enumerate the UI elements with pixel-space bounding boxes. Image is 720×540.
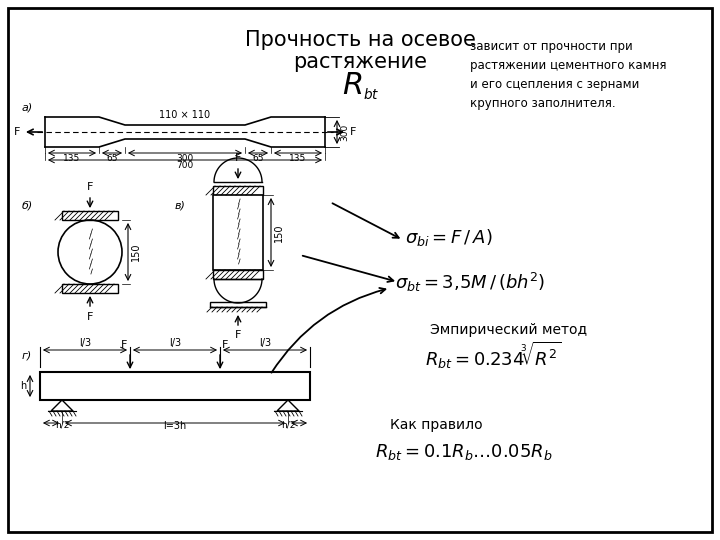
Text: б): б): [22, 200, 33, 210]
Text: 65: 65: [252, 154, 264, 163]
Text: а): а): [22, 103, 33, 113]
Text: F: F: [121, 340, 127, 350]
Text: F: F: [350, 127, 356, 137]
Text: F: F: [14, 127, 20, 137]
Text: l=3h: l=3h: [163, 421, 186, 431]
Text: г): г): [22, 350, 32, 360]
Text: 135: 135: [289, 154, 307, 163]
Bar: [62, 211, 118, 220]
Text: l/3: l/3: [169, 338, 181, 348]
Text: зависит от прочности при
растяжении цементного камня
и его сцепления с зернами
к: зависит от прочности при растяжении цеме…: [470, 40, 667, 110]
Text: F: F: [235, 153, 241, 163]
Text: $\sigma_{bi} = F\,/\,A)$: $\sigma_{bi} = F\,/\,A)$: [405, 226, 492, 247]
Text: Эмпирический метод: Эмпирический метод: [430, 323, 587, 337]
Text: h/2: h/2: [55, 421, 69, 430]
Text: растяжение: растяжение: [293, 52, 427, 72]
Bar: [213, 195, 263, 270]
Text: в): в): [175, 200, 186, 210]
Text: F: F: [87, 182, 93, 192]
Text: 110 × 110: 110 × 110: [159, 110, 210, 120]
Text: 700: 700: [176, 161, 194, 170]
Bar: [210, 302, 266, 307]
Text: F: F: [235, 330, 241, 340]
Text: $R$: $R$: [342, 71, 362, 100]
Text: Как правило: Как правило: [390, 418, 482, 432]
Bar: [40, 372, 310, 400]
Bar: [62, 284, 118, 293]
Text: 150: 150: [274, 223, 284, 242]
Text: F: F: [87, 312, 93, 322]
Text: $R_{bt} = 0.234\!\sqrt[3]{R^{2}}$: $R_{bt} = 0.234\!\sqrt[3]{R^{2}}$: [425, 340, 561, 370]
Text: 300: 300: [340, 123, 349, 140]
Bar: [213, 270, 263, 279]
Text: l/3: l/3: [259, 338, 271, 348]
Text: F: F: [222, 340, 228, 350]
Text: l/3: l/3: [79, 338, 91, 348]
Text: Прочность на осевое: Прочность на осевое: [245, 30, 475, 50]
Text: $_{bt}$: $_{bt}$: [363, 84, 379, 103]
Bar: [213, 186, 263, 195]
Text: 150: 150: [131, 243, 141, 261]
Text: h/2: h/2: [281, 421, 295, 430]
Text: 300: 300: [176, 154, 194, 163]
Text: $\sigma_{bt} = 3{,}5M\,/\,(bh^{2})$: $\sigma_{bt} = 3{,}5M\,/\,(bh^{2})$: [395, 271, 545, 294]
Text: 65: 65: [107, 154, 118, 163]
Text: $R_{bt} = 0.1R_{b}{\ldots}0.05R_{b}$: $R_{bt} = 0.1R_{b}{\ldots}0.05R_{b}$: [375, 442, 553, 462]
Text: 135: 135: [63, 154, 81, 163]
Text: h: h: [19, 381, 26, 391]
